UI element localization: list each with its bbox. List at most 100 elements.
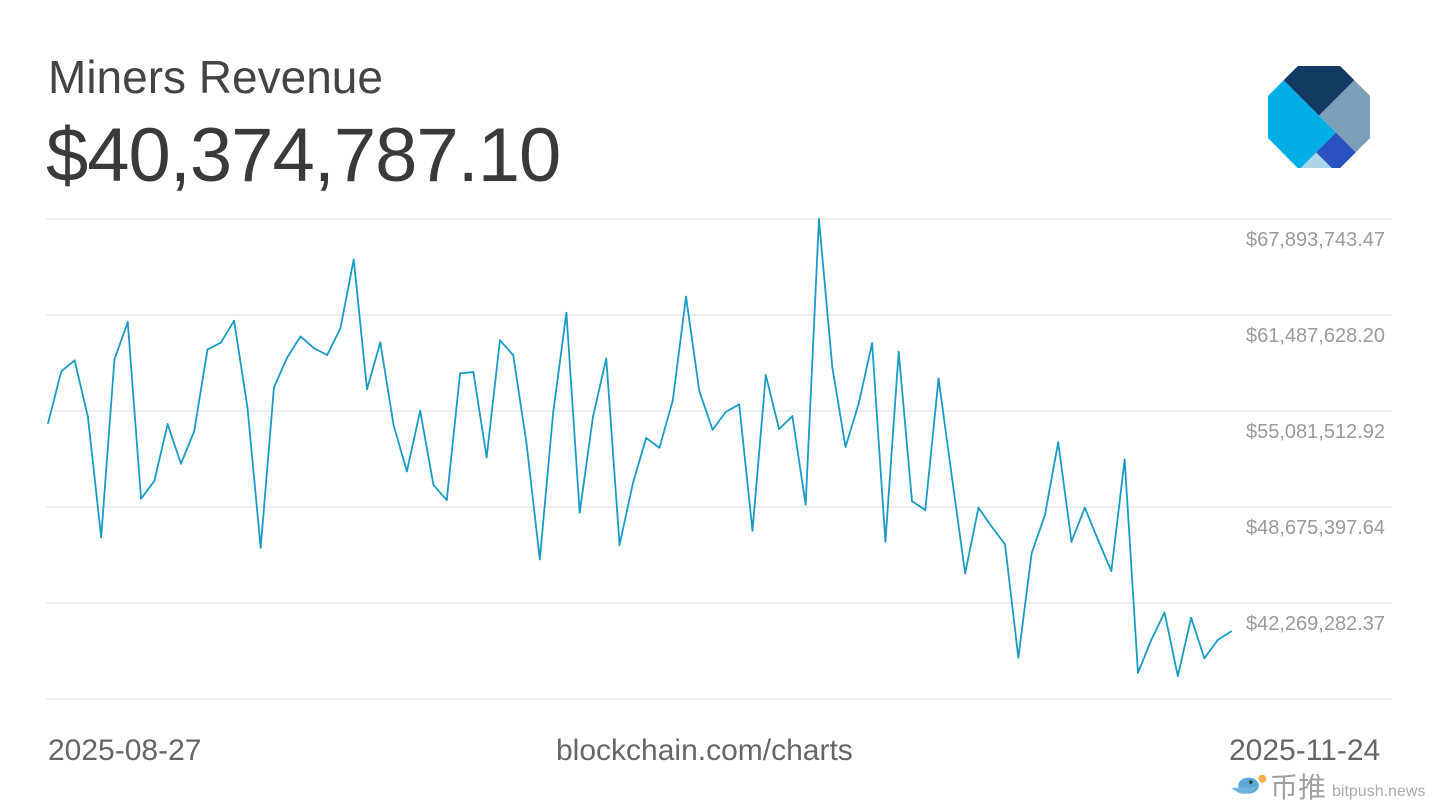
x-end-label: 2025-11-24 (1229, 734, 1381, 767)
data-point (113, 358, 116, 361)
bitpush-watermark: 币推 bitpush.news (1228, 770, 1438, 808)
data-point (140, 497, 142, 500)
bird-icon (1231, 774, 1267, 794)
data-point (180, 462, 182, 465)
data-point (1216, 639, 1219, 641)
watermark-cn: 币推 (1270, 772, 1327, 803)
data-point (964, 572, 967, 575)
y-tick-label: $61,487,628.20 (1246, 325, 1385, 347)
data-point (259, 546, 262, 549)
current-value: $40,374,787.10 (46, 113, 561, 198)
data-point (724, 410, 727, 413)
data-point (299, 335, 302, 338)
y-tick-label: $55,081,512.92 (1246, 421, 1385, 443)
x-start-label: 2025-08-27 (48, 734, 202, 767)
data-point (525, 442, 528, 445)
data-point (764, 374, 767, 376)
data-point (738, 403, 741, 406)
data-point (977, 506, 980, 509)
data-point (911, 500, 913, 502)
data-point (671, 399, 674, 402)
data-point (1110, 570, 1113, 572)
data-point (206, 348, 209, 351)
data-point (804, 503, 807, 506)
data-point (392, 424, 395, 427)
data-point (1070, 540, 1073, 543)
data-point (844, 446, 847, 448)
data-point (791, 415, 794, 418)
data-point (499, 339, 501, 342)
series-line (47, 218, 1232, 678)
logo-piece-cyan (1267, 80, 1336, 169)
data-point (698, 390, 701, 392)
data-point (1150, 639, 1153, 641)
data-point (100, 536, 103, 539)
data-point (897, 350, 900, 353)
data-point (273, 386, 275, 389)
data-point (1163, 611, 1166, 614)
data-point (818, 218, 820, 220)
data-point (778, 428, 780, 430)
logo-piece-navy (1283, 65, 1355, 116)
data-point (605, 357, 608, 360)
data-point (1044, 514, 1046, 516)
chart-title: Miners Revenue (48, 51, 383, 103)
data-point (512, 354, 515, 357)
data-point (459, 372, 461, 375)
data-point (73, 359, 76, 362)
data-point (445, 499, 448, 501)
data-point (552, 412, 555, 415)
data-point (884, 540, 887, 543)
data-point (871, 342, 874, 345)
watermark-en: bitpush.news (1332, 783, 1426, 800)
logo-piece-gray (1319, 80, 1371, 153)
data-point (1190, 616, 1193, 619)
data-point (711, 428, 714, 431)
y-tick-label: $67,893,743.47 (1246, 229, 1385, 251)
source-link[interactable]: blockchain.com/charts (556, 734, 853, 767)
data-point (233, 319, 235, 322)
data-point (153, 480, 156, 482)
data-point (366, 388, 368, 391)
data-point (857, 402, 860, 404)
data-point (631, 482, 634, 485)
data-point (1004, 543, 1006, 546)
data-point (193, 430, 196, 433)
data-point (937, 377, 940, 380)
data-point (950, 475, 953, 478)
data-point (405, 470, 408, 473)
data-point (352, 258, 355, 261)
data-point (60, 370, 63, 373)
y-tick-label: $48,675,397.64 (1246, 517, 1385, 539)
data-point (432, 484, 435, 486)
data-point (538, 558, 541, 561)
data-point (751, 529, 754, 532)
data-point (990, 525, 993, 528)
data-point (685, 295, 687, 298)
data-point (326, 354, 329, 357)
y-tick-label: $42,269,282.37 (1246, 613, 1385, 635)
data-point (1137, 671, 1139, 674)
data-point (219, 341, 222, 344)
data-point (246, 405, 249, 408)
data-point (618, 544, 621, 546)
data-point (1057, 441, 1060, 444)
data-point (592, 415, 594, 418)
data-point (645, 437, 648, 439)
data-point (485, 456, 488, 459)
data-point (1030, 552, 1033, 555)
data-point (472, 371, 475, 373)
data-point (1017, 656, 1020, 659)
data-point (166, 423, 169, 425)
data-point (1097, 539, 1099, 541)
data-point (1123, 458, 1126, 461)
data-point (1083, 506, 1086, 509)
data-point (658, 446, 661, 449)
data-point (286, 356, 289, 359)
data-point (47, 422, 49, 425)
data-point (578, 511, 581, 514)
data-point (379, 341, 382, 344)
data-point (565, 311, 568, 314)
data-point (339, 327, 342, 330)
data-point (86, 415, 89, 418)
